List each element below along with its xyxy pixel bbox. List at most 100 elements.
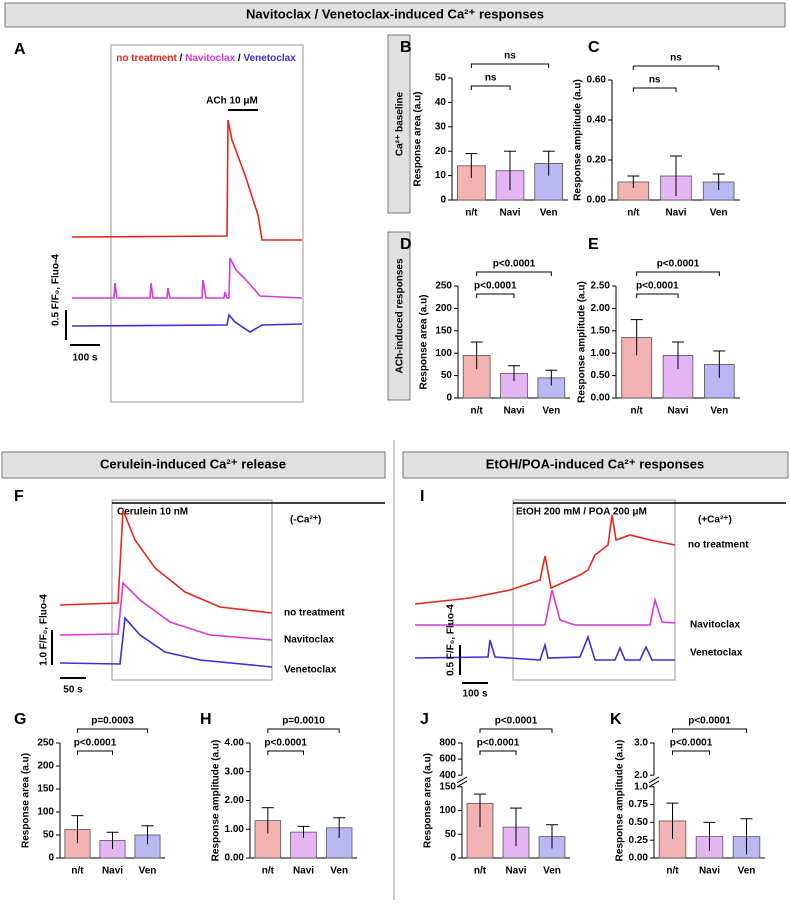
x-tick-label: Navi — [503, 406, 524, 417]
legend-entry: Navitoclax — [185, 53, 235, 64]
condition-label: (+Ca²⁺) — [698, 515, 732, 526]
comparison-bracket — [476, 271, 552, 276]
x-tick-label: Navi — [667, 406, 688, 417]
x-tick-label: n/t — [471, 406, 484, 417]
x-tick-label: Navi — [293, 866, 314, 877]
y-tick-label: 150 — [37, 784, 54, 795]
trace — [71, 119, 302, 241]
comparison-bracket — [476, 293, 515, 298]
x-tick-label: n/t — [474, 866, 487, 877]
axis-break — [648, 776, 660, 784]
y-tick-label: 50 — [435, 73, 447, 84]
scale-label: 0.5 F/F₀, Fluo-4 — [51, 254, 62, 326]
panel-label: F — [14, 488, 24, 505]
x-tick-label: Ven — [543, 866, 561, 877]
y-tick-label: 3.00 — [225, 766, 245, 777]
y-tick-label: 1.0 — [634, 781, 648, 792]
trace — [414, 514, 676, 605]
trace-box — [110, 44, 304, 403]
comparison-label: p<0.0001 — [688, 716, 731, 727]
comparison-label: p<0.0001 — [477, 738, 520, 749]
comparison-bracket — [636, 293, 679, 298]
side-label: Ca²⁺ baseline — [395, 91, 406, 156]
bar — [457, 165, 486, 201]
comparison-label: ns — [649, 75, 661, 86]
x-tick-label: Navi — [699, 866, 720, 877]
comparison-bracket — [267, 750, 304, 755]
x-tick-label: Ven — [710, 208, 728, 219]
y-tick-label: 100 — [435, 348, 452, 359]
y-tick-label: 1.00 — [225, 824, 245, 835]
comparison-label: p<0.0001 — [74, 738, 117, 749]
condition-label: (-Ca²⁺) — [290, 515, 321, 526]
trace — [71, 313, 303, 333]
x-tick-label: Navi — [499, 208, 520, 219]
y-tick-label: 0.00 — [591, 393, 611, 404]
x-tick-label: Ven — [139, 866, 157, 877]
trace-label: no treatment — [688, 540, 749, 551]
panel-label: H — [200, 711, 212, 728]
x-tick-label: n/t — [631, 406, 644, 417]
y-tick-label: 0.40 — [587, 115, 607, 126]
comparison-bracket — [632, 87, 677, 92]
trace — [72, 257, 303, 299]
comparison-label: p=0.0010 — [282, 716, 325, 727]
y-axis-label: Response area (a.u) — [423, 753, 434, 848]
y-axis-label: Response area (a.u) — [413, 91, 424, 186]
y-tick-label: 40 — [435, 97, 447, 108]
axis-break — [648, 780, 660, 788]
y-axis-label: Response amplitude (a.u) — [573, 79, 584, 201]
trace-label: Venetoclax — [284, 665, 337, 676]
side-banner — [387, 231, 411, 401]
comparison-bracket — [77, 728, 148, 733]
banner — [1, 451, 386, 479]
comparison-label: p<0.0001 — [493, 259, 536, 270]
comparison-label: p<0.0001 — [657, 259, 700, 270]
legend-separator: / — [177, 53, 185, 64]
y-axis-label: Response amplitude (a.u) — [211, 740, 222, 862]
scale-label: 50 s — [63, 685, 83, 696]
x-tick-label: n/t — [262, 866, 275, 877]
comparison-bracket — [479, 728, 553, 733]
trace-label: Navitoclax — [284, 635, 334, 646]
y-tick-label: 1.00 — [591, 348, 611, 359]
legend-separator: / — [235, 53, 243, 64]
comparison-label: ns — [670, 53, 682, 64]
banner — [4, 2, 786, 28]
panel-label: I — [420, 488, 424, 505]
y-tick-label: 250 — [435, 281, 452, 292]
comparison-bracket — [672, 728, 747, 733]
banner — [402, 451, 789, 479]
trace-label: Navitoclax — [690, 620, 740, 631]
comparison-bracket — [479, 750, 517, 755]
panel-label: D — [400, 236, 412, 253]
trace-label: no treatment — [284, 608, 345, 619]
x-tick-label: n/t — [465, 208, 478, 219]
legend-entry: Venetoclax — [244, 53, 297, 64]
x-tick-label: n/t — [627, 208, 640, 219]
scale-label: 1.0 F/F₀, Fluo-4 — [39, 594, 50, 666]
axis-break — [456, 776, 468, 784]
legend-entry: no treatment — [116, 53, 177, 64]
side-banner — [387, 34, 411, 214]
x-tick-label: Navi — [505, 866, 526, 877]
y-tick-label: 0.00 — [587, 195, 607, 206]
y-tick-label: 0.50 — [591, 370, 611, 381]
figure-title: Navitoclax / Venetoclax-induced Ca²⁺ res… — [246, 6, 544, 21]
comparison-bracket — [672, 750, 710, 755]
section-title: EtOH/POA-induced Ca²⁺ responses — [486, 456, 705, 471]
legend: no treatment / Navitoclax / Venetoclax — [116, 53, 296, 64]
comparison-bracket — [267, 728, 340, 733]
y-tick-label: 100 — [37, 807, 54, 818]
y-tick-label: 50 — [43, 830, 55, 841]
trace-box — [512, 499, 676, 681]
y-tick-label: 0.50 — [629, 817, 649, 828]
panel-label: E — [588, 236, 599, 253]
panel-label: K — [610, 711, 622, 728]
y-tick-label: 400 — [439, 770, 456, 781]
y-tick-label: 0.75 — [629, 799, 649, 810]
y-tick-label: 10 — [435, 170, 447, 181]
y-tick-label: 0 — [48, 853, 54, 864]
y-tick-label: 2.50 — [591, 281, 611, 292]
comparison-label: p<0.0001 — [670, 738, 713, 749]
